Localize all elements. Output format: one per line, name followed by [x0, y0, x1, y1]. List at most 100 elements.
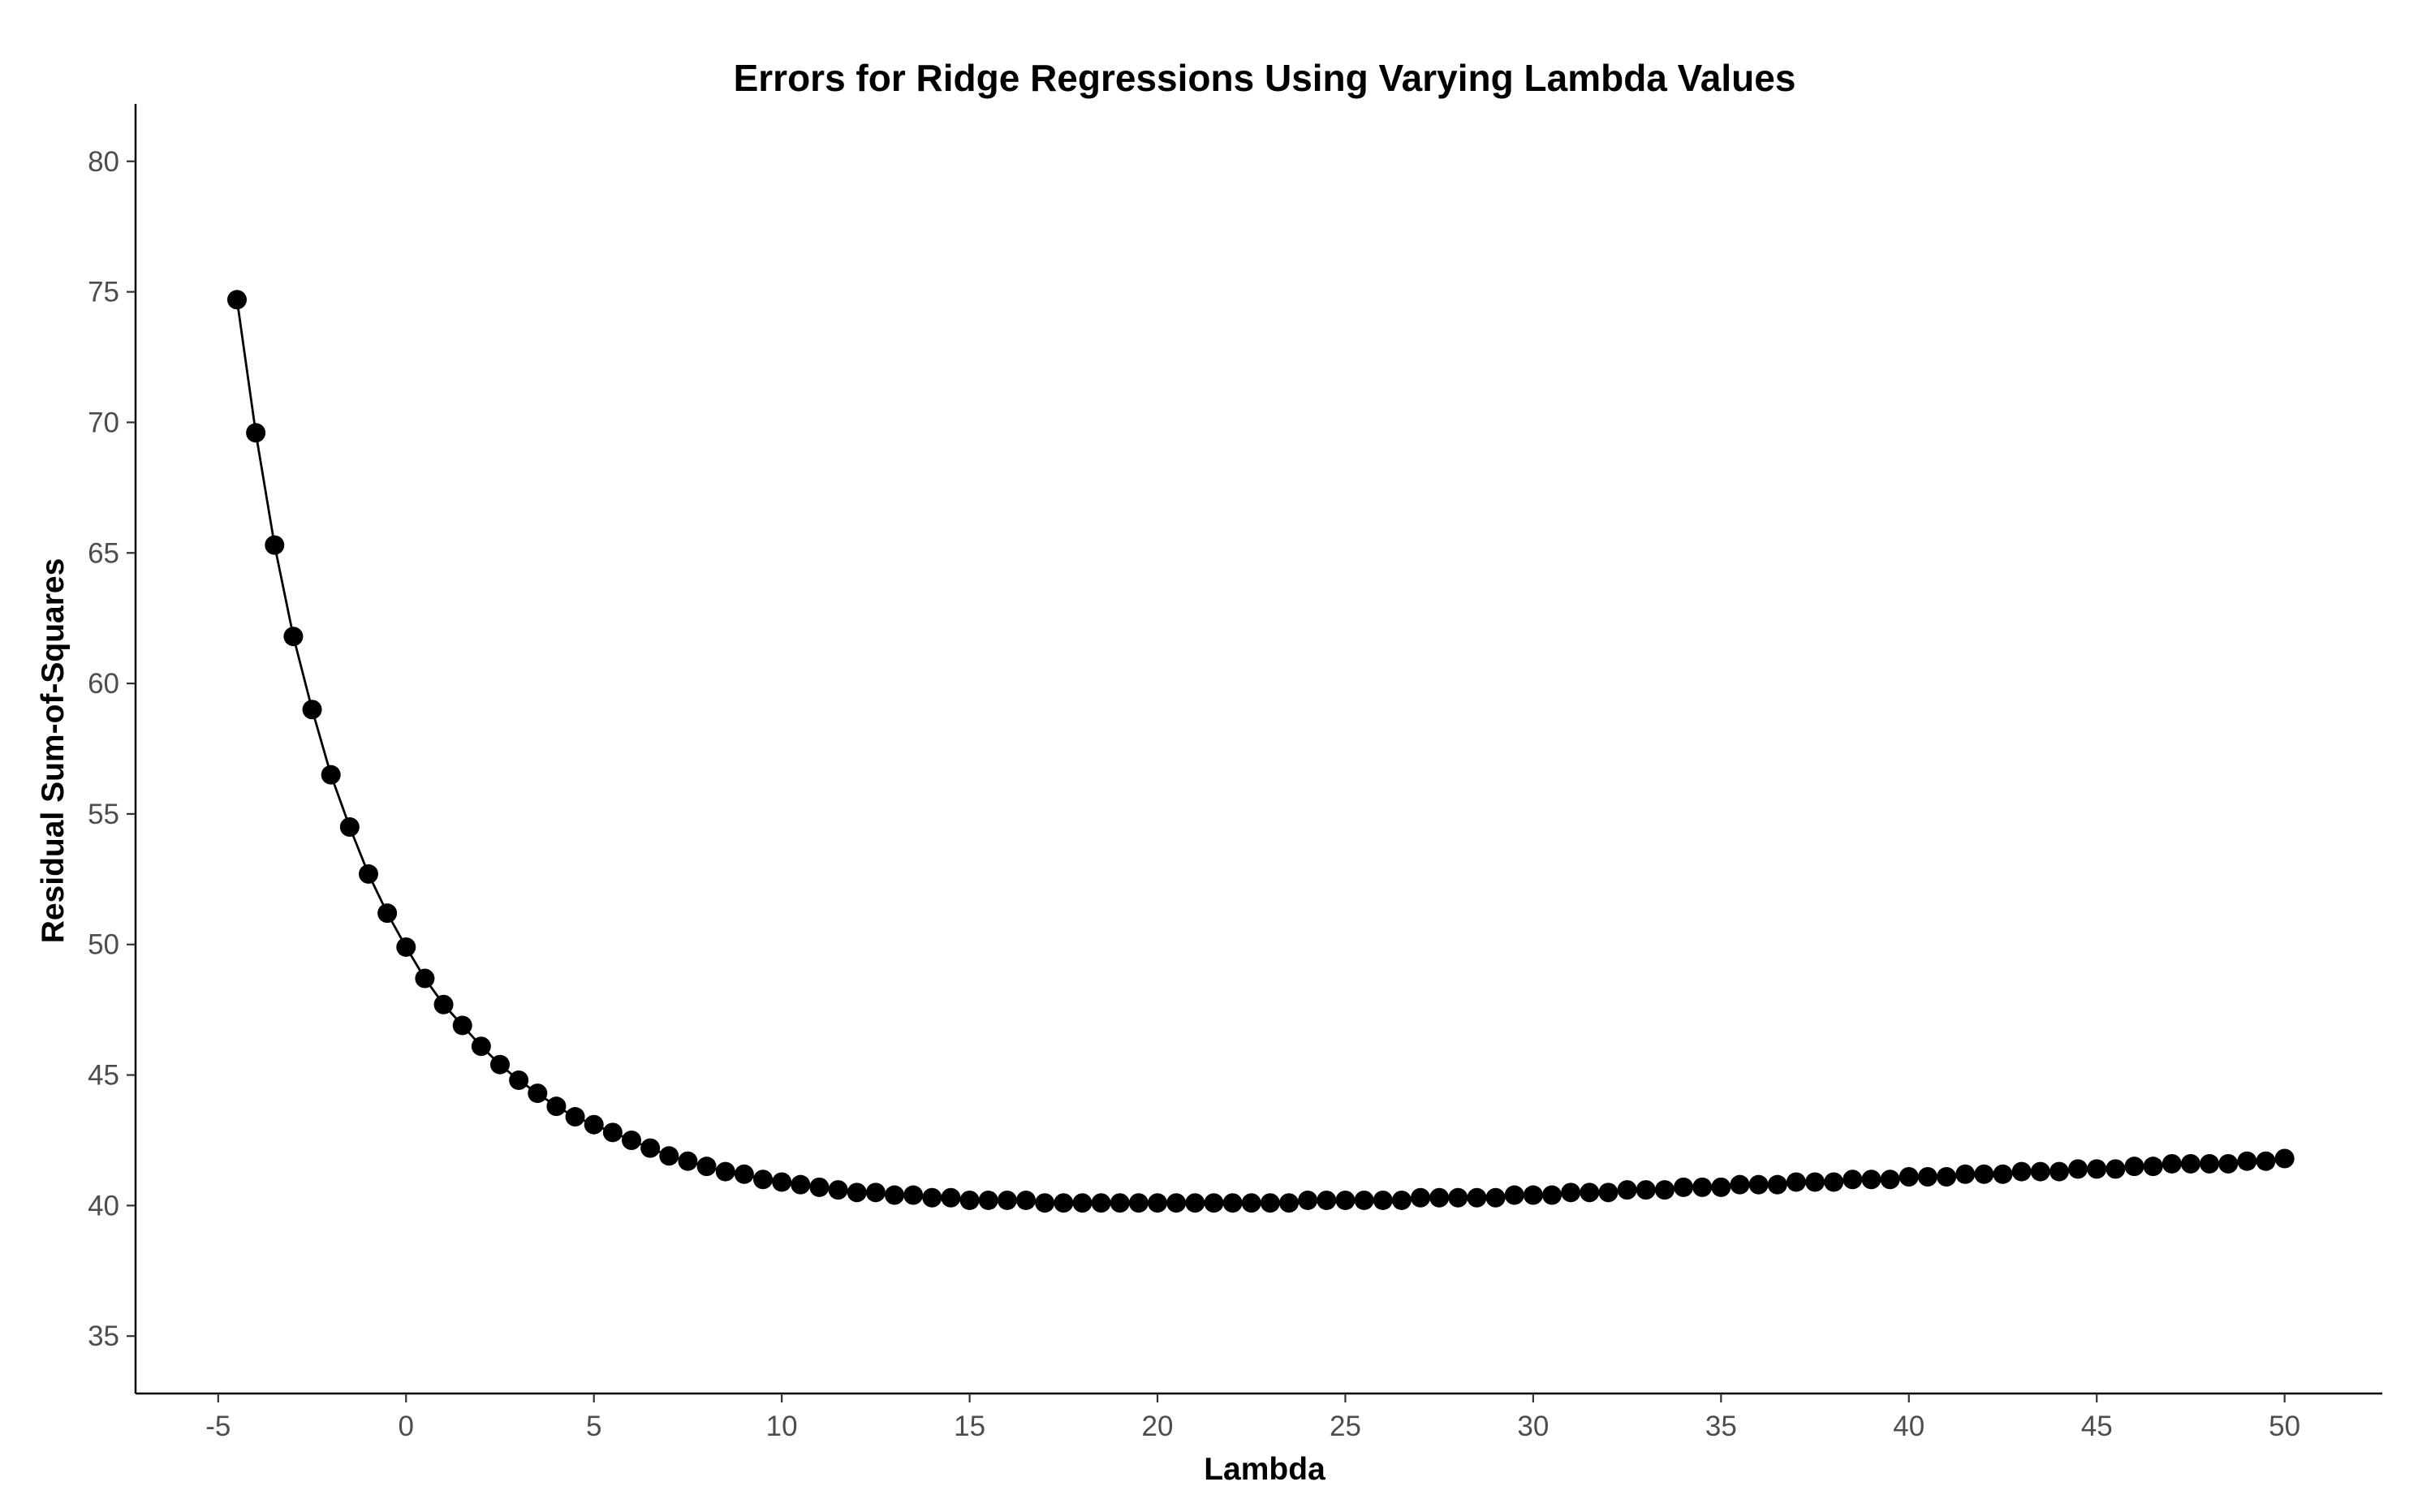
y-tick-label: 65: [88, 537, 119, 569]
data-point: [1692, 1177, 1713, 1197]
data-point: [659, 1146, 679, 1166]
data-point: [1335, 1190, 1356, 1210]
data-point: [753, 1170, 773, 1190]
data-point: [1035, 1193, 1055, 1213]
data-point: [565, 1107, 585, 1127]
data-point: [1955, 1164, 1976, 1184]
data-point: [2011, 1161, 2032, 1182]
data-point: [2237, 1151, 2257, 1171]
x-tick-label: -5: [205, 1411, 231, 1442]
y-tick-label: 70: [88, 407, 119, 438]
x-tick-label: 5: [586, 1411, 601, 1442]
data-point: [489, 1054, 510, 1075]
data-point: [1298, 1190, 1318, 1210]
data-point: [791, 1174, 811, 1195]
data-point: [2049, 1161, 2069, 1182]
data-point: [1786, 1172, 1806, 1192]
data-point: [246, 423, 266, 443]
data-point: [1523, 1185, 1543, 1205]
data-point: [602, 1122, 623, 1143]
data-point: [1241, 1193, 1261, 1213]
data-point: [622, 1130, 641, 1150]
data-point: [2124, 1157, 2144, 1177]
series-group: [226, 290, 2295, 1213]
data-point: [847, 1182, 867, 1203]
data-point: [978, 1190, 998, 1210]
data-point: [1917, 1167, 1937, 1187]
x-tick-label: 40: [1893, 1411, 1924, 1442]
data-point: [2030, 1161, 2050, 1182]
data-point: [1899, 1167, 1919, 1187]
data-point: [678, 1151, 698, 1171]
axes: [134, 104, 2382, 1395]
data-point: [2274, 1148, 2295, 1169]
y-tick-label: 45: [88, 1060, 119, 1092]
data-point: [2180, 1153, 2200, 1174]
x-tick-label: 35: [1705, 1411, 1737, 1442]
data-point: [1110, 1193, 1130, 1213]
data-point: [1279, 1193, 1300, 1213]
y-tick-label: 60: [88, 668, 119, 700]
data-point: [1861, 1170, 1881, 1190]
data-point: [1561, 1182, 1581, 1203]
data-point: [1016, 1190, 1037, 1210]
data-point: [2143, 1157, 2163, 1177]
data-point: [1504, 1185, 1524, 1205]
y-tick-label: 80: [88, 146, 119, 178]
data-point: [283, 627, 304, 647]
x-tick-label: 30: [1517, 1411, 1549, 1442]
data-point: [772, 1172, 792, 1192]
data-point: [1128, 1193, 1149, 1213]
data-point: [1805, 1172, 1825, 1192]
y-tick-label: 55: [88, 799, 119, 830]
x-tick-label: 20: [1142, 1411, 1174, 1442]
x-tick-label: 10: [766, 1411, 798, 1442]
data-point: [2218, 1153, 2239, 1174]
data-point: [865, 1182, 886, 1203]
x-tick-label: 15: [954, 1411, 985, 1442]
data-point: [1373, 1190, 1393, 1210]
data-point: [1711, 1177, 1731, 1197]
data-point: [509, 1070, 529, 1091]
data-point: [809, 1177, 830, 1197]
x-tick-label: 50: [2269, 1411, 2300, 1442]
data-point: [546, 1096, 567, 1117]
data-point: [1598, 1182, 1618, 1203]
data-point: [302, 700, 322, 720]
data-point: [1185, 1193, 1205, 1213]
data-point: [1880, 1170, 1900, 1190]
data-point: [1204, 1193, 1224, 1213]
y-tick-label: 40: [88, 1190, 119, 1221]
y-tick-label: 35: [88, 1320, 119, 1352]
data-point: [1937, 1167, 1957, 1187]
data-point: [1166, 1193, 1187, 1213]
data-point: [1767, 1174, 1787, 1195]
data-point: [959, 1190, 980, 1210]
data-points: [226, 290, 2295, 1213]
data-point: [1260, 1193, 1280, 1213]
data-point: [321, 765, 341, 785]
data-point: [1730, 1174, 1750, 1195]
data-point: [885, 1185, 905, 1205]
data-point: [339, 817, 360, 837]
data-point: [922, 1187, 942, 1208]
data-point: [358, 864, 378, 884]
data-point: [584, 1114, 604, 1135]
data-point: [2087, 1159, 2107, 1179]
series-line: [235, 299, 2285, 1204]
data-point: [828, 1180, 848, 1200]
data-point: [1072, 1193, 1093, 1213]
data-point: [471, 1036, 491, 1057]
data-point: [1467, 1187, 1487, 1208]
data-point: [903, 1185, 924, 1205]
data-point: [433, 994, 454, 1014]
x-axis-ticks: -5 0 5 10 15 20 25 30 35 40 45 50: [205, 1394, 2300, 1442]
data-point: [1542, 1185, 1562, 1205]
data-point: [1054, 1193, 1074, 1213]
x-tick-label: 0: [399, 1411, 414, 1442]
y-axis-ticks: 35 40 45 50 55 60 65 70 75 80: [88, 146, 136, 1352]
data-point: [2256, 1151, 2276, 1171]
data-point: [715, 1161, 735, 1182]
